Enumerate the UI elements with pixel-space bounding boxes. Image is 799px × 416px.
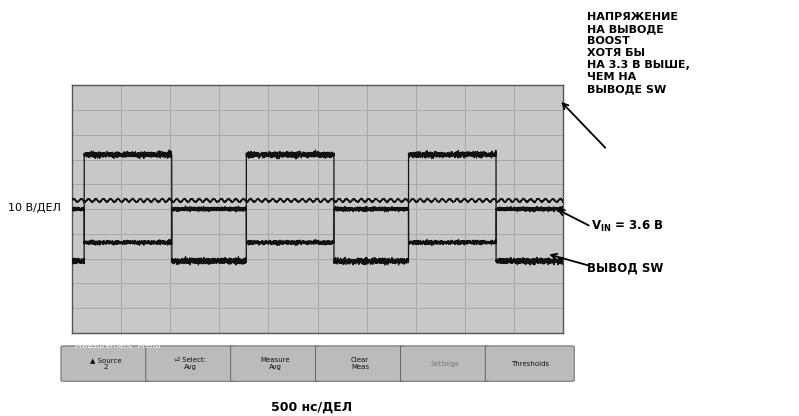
Text: ⏎ Select:
Avg: ⏎ Select: Avg bbox=[174, 357, 206, 370]
Text: Measure
Avg: Measure Avg bbox=[260, 357, 290, 370]
Text: НАПРЯЖЕНИЕ
НА ВЫВОДЕ
BOOST
ХОТЯ БЫ
НА 3.3 В ВЫШЕ,
ЧЕМ НА
ВЫВОДЕ SW: НАПРЯЖЕНИЕ НА ВЫВОДЕ BOOST ХОТЯ БЫ НА 3.… bbox=[587, 12, 690, 94]
FancyBboxPatch shape bbox=[400, 346, 489, 381]
Text: Thresholds: Thresholds bbox=[511, 361, 549, 366]
FancyBboxPatch shape bbox=[485, 346, 574, 381]
FancyBboxPatch shape bbox=[231, 346, 320, 381]
FancyBboxPatch shape bbox=[61, 346, 150, 381]
Text: ✲: ✲ bbox=[71, 33, 85, 51]
FancyBboxPatch shape bbox=[316, 346, 404, 381]
FancyBboxPatch shape bbox=[145, 346, 235, 381]
Text: Agilent Technologies: Agilent Technologies bbox=[96, 35, 225, 48]
Text: ▲ Source
2: ▲ Source 2 bbox=[89, 357, 121, 370]
Text: 1 2.00V/  2 2.00V/  3 2.00V/          C    0.0s    5000/    Stop  f 2   1.50V: 1 2.00V/ 2 2.00V/ 3 2.00V/ C 0.0s 5000/ … bbox=[68, 67, 423, 76]
Text: 500 нс/ДЕЛ: 500 нс/ДЕЛ bbox=[271, 401, 352, 414]
Text: ВЫВОД SW: ВЫВОД SW bbox=[587, 262, 664, 275]
Text: Settings: Settings bbox=[431, 361, 459, 366]
Text: Measurement  Menu: Measurement Menu bbox=[75, 341, 161, 349]
Text: 10 В/ДЕЛ: 10 В/ДЕЛ bbox=[8, 203, 61, 213]
Text: Clear
Meas: Clear Meas bbox=[351, 357, 369, 370]
Text: V$_{\mathregular{IN}}$ = 3.6 В: V$_{\mathregular{IN}}$ = 3.6 В bbox=[591, 219, 664, 234]
